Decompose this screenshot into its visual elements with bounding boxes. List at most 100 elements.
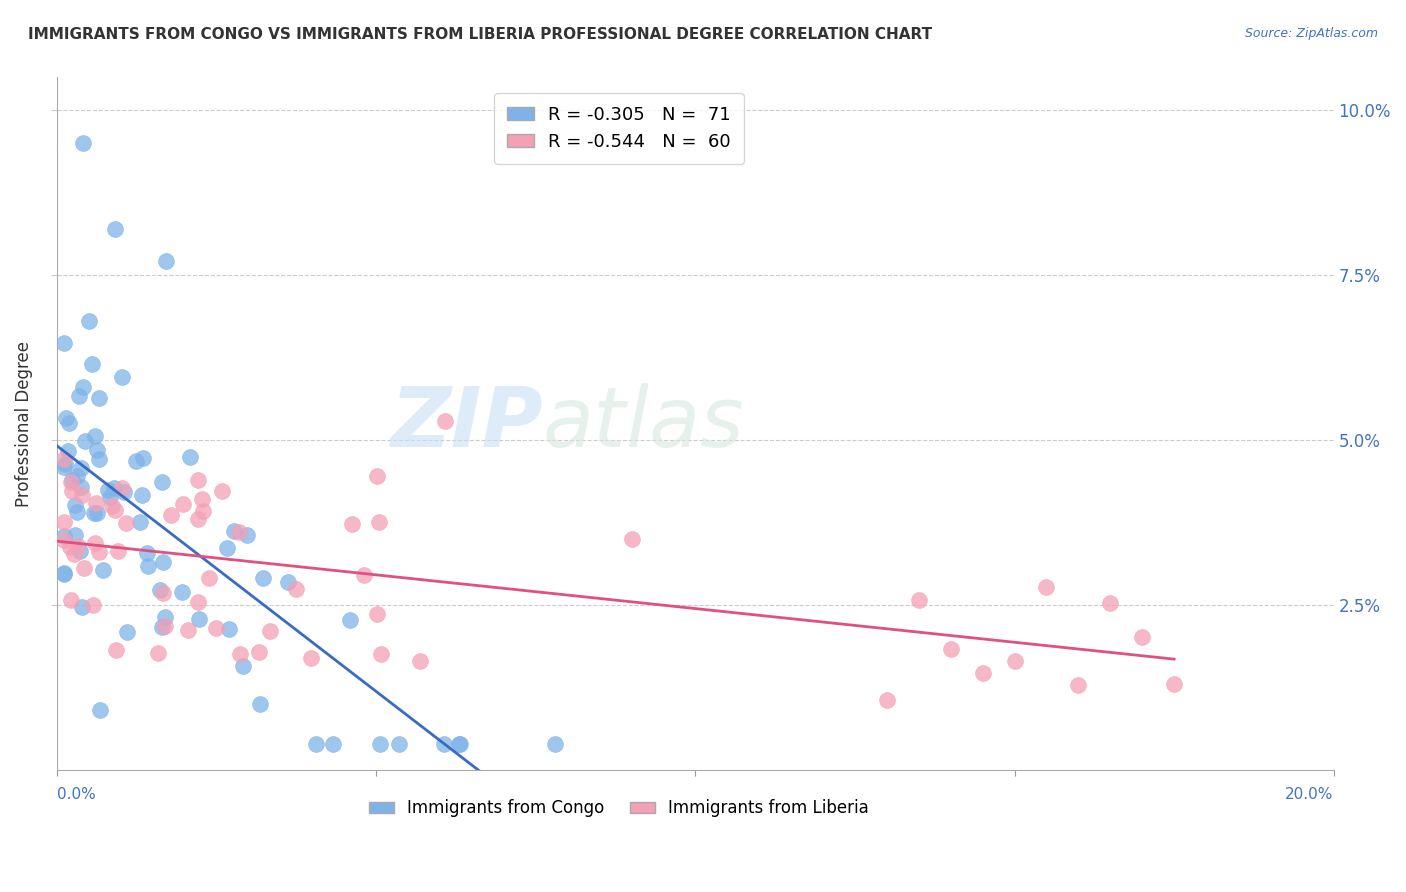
Point xyxy=(447,737,470,751)
Point xyxy=(132,450,155,465)
Point xyxy=(172,585,194,599)
Point xyxy=(84,496,107,510)
Point xyxy=(1130,630,1153,644)
Point xyxy=(89,703,111,717)
Point xyxy=(222,524,245,538)
Point xyxy=(1163,677,1185,691)
Point xyxy=(155,254,177,268)
Point xyxy=(86,506,108,520)
Point xyxy=(172,497,194,511)
Point xyxy=(908,592,931,607)
Point xyxy=(939,642,962,657)
Point xyxy=(52,451,75,466)
Text: atlas: atlas xyxy=(543,384,744,464)
Point xyxy=(52,336,75,351)
Point xyxy=(449,737,471,751)
Point xyxy=(339,613,361,627)
Point xyxy=(129,515,152,529)
Point xyxy=(60,473,83,487)
Point xyxy=(86,442,108,457)
Point xyxy=(112,484,135,499)
Point xyxy=(63,527,86,541)
Point xyxy=(59,541,82,555)
Point xyxy=(67,539,90,553)
Point xyxy=(80,357,103,371)
Point xyxy=(98,491,121,505)
Point xyxy=(1067,677,1090,691)
Point xyxy=(73,434,96,448)
Point xyxy=(104,503,127,517)
Point xyxy=(353,568,375,582)
Point xyxy=(190,491,212,506)
Point xyxy=(1035,580,1057,594)
Point xyxy=(60,475,83,489)
Point xyxy=(232,659,254,673)
Point xyxy=(117,624,139,639)
Point xyxy=(340,517,363,532)
Point xyxy=(58,416,80,430)
Legend: Immigrants from Congo, Immigrants from Liberia: Immigrants from Congo, Immigrants from L… xyxy=(363,793,876,824)
Point xyxy=(125,454,148,468)
Point xyxy=(72,380,94,394)
Point xyxy=(187,512,209,526)
Point xyxy=(63,547,86,561)
Point xyxy=(97,483,120,497)
Point xyxy=(211,484,233,499)
Point xyxy=(55,411,77,425)
Point xyxy=(305,737,328,751)
Point xyxy=(236,528,259,542)
Point xyxy=(150,620,173,634)
Point xyxy=(187,474,209,488)
Point xyxy=(63,498,86,512)
Point xyxy=(104,222,127,236)
Point xyxy=(111,482,134,496)
Point xyxy=(60,484,83,499)
Point xyxy=(153,619,176,633)
Text: ZIP: ZIP xyxy=(389,384,543,464)
Point xyxy=(107,544,129,558)
Point xyxy=(70,488,93,502)
Point xyxy=(367,515,389,529)
Point xyxy=(66,468,89,483)
Point xyxy=(53,567,76,582)
Point xyxy=(77,314,100,328)
Point xyxy=(252,571,274,585)
Point xyxy=(84,429,107,443)
Point xyxy=(205,621,228,635)
Point xyxy=(177,623,200,637)
Point xyxy=(59,593,82,607)
Point xyxy=(277,575,299,590)
Point xyxy=(52,459,75,474)
Point xyxy=(73,561,96,575)
Point xyxy=(544,737,567,751)
Point xyxy=(69,480,91,494)
Point xyxy=(972,665,994,680)
Point xyxy=(217,541,239,555)
Point xyxy=(433,414,456,428)
Point xyxy=(249,697,271,711)
Point xyxy=(191,503,214,517)
Point xyxy=(52,515,75,529)
Text: IMMIGRANTS FROM CONGO VS IMMIGRANTS FROM LIBERIA PROFESSIONAL DEGREE CORRELATION: IMMIGRANTS FROM CONGO VS IMMIGRANTS FROM… xyxy=(28,27,932,42)
Point xyxy=(876,693,898,707)
Point xyxy=(69,461,91,475)
Point xyxy=(152,586,174,600)
Point xyxy=(409,654,432,668)
Point xyxy=(1099,596,1122,610)
Point xyxy=(87,391,110,405)
Point xyxy=(370,647,392,661)
Point xyxy=(91,563,114,577)
Point xyxy=(89,545,111,559)
Point xyxy=(259,624,281,638)
Point xyxy=(82,598,104,612)
Point xyxy=(229,647,252,661)
Point xyxy=(322,737,344,751)
Point xyxy=(284,582,307,597)
Point xyxy=(56,443,79,458)
Point xyxy=(84,535,107,549)
Point xyxy=(187,595,209,609)
Point xyxy=(136,546,159,560)
Point xyxy=(368,737,391,751)
Point xyxy=(160,508,183,523)
Point xyxy=(299,650,322,665)
